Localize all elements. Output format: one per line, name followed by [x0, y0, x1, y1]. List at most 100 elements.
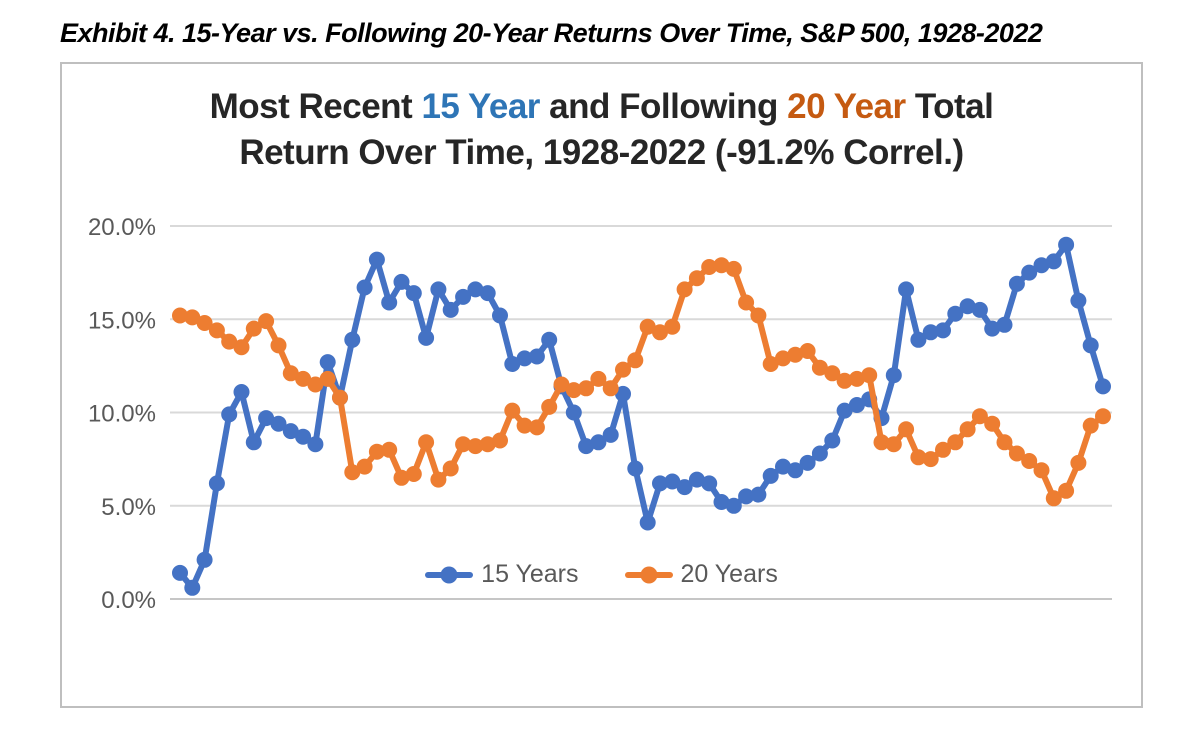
data-point-marker-20-years [935, 441, 951, 458]
data-point-marker-20-years [885, 436, 902, 453]
data-point-marker-15-years [824, 432, 841, 449]
data-point-marker-15-years [356, 279, 373, 296]
data-point-marker-15-years [1082, 337, 1099, 354]
data-point-marker-15-years [799, 454, 816, 471]
data-point-marker-15-years [787, 462, 804, 479]
data-point-marker-20-years [639, 318, 656, 335]
data-point-marker-20-years [959, 421, 976, 438]
data-point-marker-20-years [578, 380, 595, 397]
data-point-marker-15-years [602, 426, 619, 443]
data-point-marker-15-years [836, 402, 853, 419]
data-point-marker-15-years [307, 436, 324, 453]
data-point-marker-15-years [713, 494, 730, 510]
data-point-marker-20-years [725, 260, 742, 277]
data-point-marker-15-years [258, 410, 275, 427]
legend-item-15-years: 15 Years [425, 560, 579, 589]
legend-dot-icon [440, 566, 458, 583]
y-axis-tick-label: 15.0% [88, 307, 156, 334]
data-point-marker-15-years [615, 385, 631, 402]
data-point-marker-20-years [393, 469, 410, 486]
data-point-marker-20-years [344, 464, 361, 481]
data-point-marker-20-years [319, 370, 336, 387]
data-point-marker-15-years [725, 497, 742, 514]
data-point-marker-20-years [836, 372, 853, 389]
data-point-marker-20-years [615, 361, 631, 378]
data-point-marker-15-years [455, 288, 472, 305]
chart-plot-svg: 20.0% 15.0% 10.0% 5.0% 0.0% [88, 214, 1112, 614]
data-point-marker-20-years [295, 370, 312, 387]
data-point-marker-15-years [935, 322, 951, 339]
data-point-marker-20-years [1082, 417, 1099, 434]
data-point-marker-20-years [270, 337, 287, 354]
data-point-marker-20-years [405, 466, 422, 482]
chart-title: Most Recent 15 Year and Following 20 Yea… [62, 84, 1141, 175]
data-point-marker-15-years [738, 488, 755, 505]
data-point-marker-15-years [922, 324, 939, 341]
data-point-marker-20-years [750, 307, 767, 324]
data-point-marker-15-years [1095, 378, 1111, 395]
data-point-marker-20-years [590, 370, 607, 387]
data-point-marker-15-years [282, 423, 299, 440]
data-point-marker-15-years [479, 285, 496, 302]
data-point-marker-20-years [775, 350, 791, 367]
data-point-marker-15-years [688, 471, 705, 488]
data-point-marker-20-years [676, 281, 693, 298]
data-point-marker-20-years [984, 415, 1001, 432]
data-point-marker-20-years [996, 434, 1013, 451]
data-point-marker-20-years [1070, 454, 1087, 471]
legend-label: 15 Years [481, 560, 579, 588]
data-point-marker-20-years [233, 339, 250, 356]
chart-title-15year-highlight: 15 Year [421, 87, 540, 126]
data-point-marker-15-years [984, 320, 1001, 337]
data-point-marker-20-years [787, 346, 804, 363]
data-point-marker-15-years [1021, 264, 1038, 281]
data-point-marker-20-years [245, 320, 262, 337]
data-point-marker-20-years [381, 441, 398, 458]
chart-title-text: and Following [539, 87, 788, 126]
data-point-marker-20-years [701, 259, 718, 275]
data-point-marker-15-years [295, 428, 312, 445]
data-point-marker-20-years [332, 389, 348, 406]
data-point-marker-20-years [1033, 462, 1050, 479]
data-point-marker-15-years [172, 564, 188, 581]
data-point-marker-20-years [910, 449, 927, 466]
data-point-marker-20-years [479, 436, 496, 453]
y-axis-tick-label: 10.0% [88, 401, 156, 428]
data-point-marker-20-years [516, 417, 533, 434]
data-point-marker-15-years [701, 475, 718, 492]
data-point-marker-15-years [516, 350, 533, 367]
legend-line-marker-icon [624, 566, 673, 583]
data-point-marker-15-years [910, 331, 927, 348]
series-line-15-years [177, 241, 1106, 591]
data-point-marker-20-years [738, 294, 755, 311]
data-point-marker-15-years [344, 331, 361, 348]
data-point-marker-15-years [208, 475, 225, 492]
data-point-marker-15-years [947, 305, 964, 322]
chart-title-line2: Return Over Time, 1928-2022 (-91.2% Corr… [239, 132, 964, 172]
y-axis-tick-label: 20.0% [88, 214, 156, 241]
data-point-marker-20-years [467, 438, 484, 455]
data-point-marker-15-years [270, 415, 287, 432]
data-point-marker-15-years [627, 460, 644, 477]
data-point-marker-20-years [430, 471, 447, 488]
data-point-marker-20-years [602, 380, 619, 397]
legend-dot-icon [640, 566, 657, 583]
data-point-marker-15-years [885, 367, 902, 384]
data-point-marker-20-years [282, 365, 299, 382]
data-point-marker-15-years [1058, 236, 1075, 253]
data-point-marker-15-years [664, 473, 681, 490]
data-point-marker-15-years [504, 356, 521, 372]
data-point-marker-20-years [196, 315, 213, 331]
data-point-marker-15-years [898, 281, 915, 298]
data-point-marker-20-years [356, 458, 373, 475]
data-point-marker-20-years [762, 356, 779, 372]
data-point-marker-15-years [996, 316, 1013, 333]
data-point-marker-20-years [824, 365, 841, 382]
data-point-marker-15-years [565, 404, 582, 421]
data-point-marker-20-years [1008, 445, 1025, 462]
data-point-marker-15-years [492, 307, 508, 324]
data-point-marker-15-years [381, 294, 398, 311]
data-point-marker-20-years [307, 376, 324, 393]
data-point-marker-15-years [1008, 275, 1025, 292]
